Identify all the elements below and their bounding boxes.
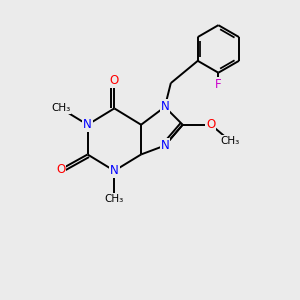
- Text: N: N: [160, 100, 169, 113]
- Text: N: N: [110, 164, 119, 177]
- Text: CH₃: CH₃: [105, 194, 124, 204]
- Text: O: O: [110, 74, 119, 87]
- Text: CH₃: CH₃: [220, 136, 240, 146]
- Text: N: N: [83, 118, 92, 131]
- Text: F: F: [215, 78, 222, 91]
- Text: N: N: [160, 139, 169, 152]
- Text: O: O: [206, 118, 216, 131]
- Text: O: O: [56, 163, 65, 176]
- Text: CH₃: CH₃: [51, 103, 70, 113]
